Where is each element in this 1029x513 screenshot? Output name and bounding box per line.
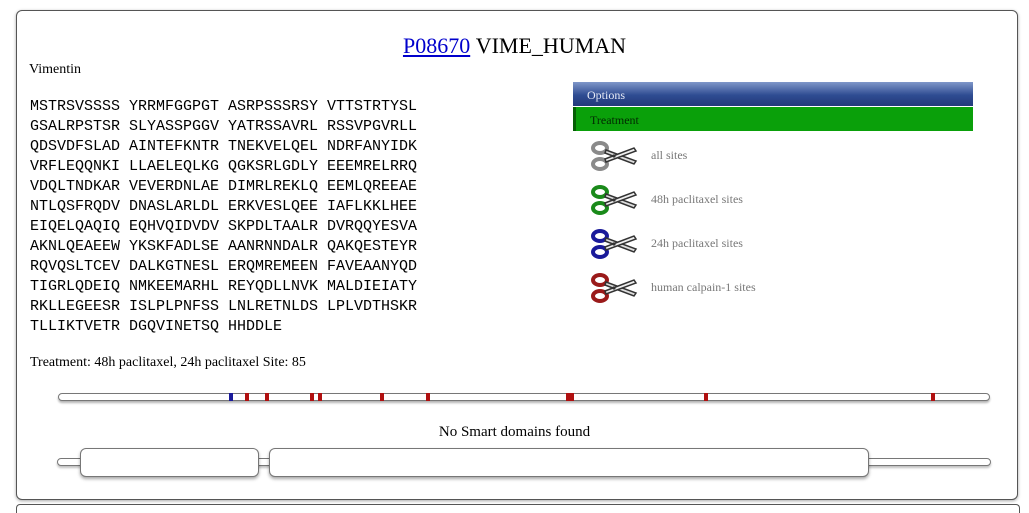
domain-region[interactable] bbox=[269, 448, 869, 477]
24h-paclitaxel-option[interactable]: 24h paclitaxel sites bbox=[590, 227, 910, 261]
cleavage-site-marker[interactable] bbox=[318, 393, 322, 401]
cleavage-site-marker[interactable] bbox=[570, 393, 574, 401]
sequence-line: TLLIKTVETR DGQVINETSQ HHDDLE bbox=[30, 318, 283, 335]
sequence-line: NTLQSFRQDV DNASLARLDL ERKVESLQEE IAFLKKL… bbox=[30, 198, 418, 215]
protein-name: Vimentin bbox=[29, 62, 82, 77]
cleavage-site-marker[interactable] bbox=[931, 393, 935, 401]
48h-paclitaxel-option[interactable]: 48h paclitaxel sites bbox=[590, 183, 910, 217]
smart-domains-message: No Smart domains found bbox=[438, 424, 591, 440]
cleavage-site-marker[interactable] bbox=[310, 393, 314, 401]
next-panel-edge bbox=[16, 504, 1020, 513]
calpain-1-option[interactable]: human calpain-1 sites bbox=[590, 271, 910, 305]
sequence-line: VDQLTNDKAR VEVERDNLAE DIMRLREKLQ EEMLQRE… bbox=[30, 178, 418, 195]
all-sites-label: all sites bbox=[651, 148, 688, 162]
sequence-line: RQVQSLTCEV DALKGTNESL ERQMREMEEN FAVEAAN… bbox=[30, 258, 418, 275]
cleavage-site-marker[interactable] bbox=[704, 393, 708, 401]
sequence-line: EIQELQAQIQ EQHVQIDVDV SKPDLTAALR DVRQQYE… bbox=[30, 218, 418, 235]
cleavage-site-marker[interactable] bbox=[229, 393, 233, 401]
cleavage-site-marker[interactable] bbox=[245, 393, 249, 401]
sequence-line: AKNLQEAEEW YKSKFADLSE AANRNNDALR QAKQEST… bbox=[30, 238, 418, 255]
all-sites-option[interactable]: all sites bbox=[590, 139, 910, 173]
accession-link[interactable]: P08670 bbox=[402, 33, 471, 58]
sequence-line: VRFLEQQNKI LLAELEQLKG QGKSRLGDLY EEEMREL… bbox=[30, 158, 418, 175]
sequence-line: MSTRSVSSSS YRRMFGGPGT ASRPSSSRSY VTTSTRT… bbox=[30, 98, 418, 115]
48h-paclitaxel-label: 48h paclitaxel sites bbox=[651, 192, 743, 206]
protein-sequence: MSTRSVSSSS YRRMFGGPGT ASRPSSSRSY VTTSTRT… bbox=[30, 97, 417, 337]
domain-region[interactable] bbox=[80, 448, 259, 477]
treatment-header[interactable]: Treatment bbox=[573, 107, 973, 131]
sequence-line: GSALRPSTSR SLYASSPGGV YATRSSAVRL RSSVPGV… bbox=[30, 118, 418, 135]
cleavage-site-marker[interactable] bbox=[566, 393, 570, 401]
sequence-line: QDSVDFSLAD AINTEFKNTR TNEKVELQEL NDRFANY… bbox=[30, 138, 418, 155]
treatment-site-info: Treatment: 48h paclitaxel, 24h paclitaxe… bbox=[30, 355, 306, 370]
page-title: P08670 VIME_HUMAN bbox=[0, 33, 1029, 59]
cleavage-site-track bbox=[58, 393, 990, 401]
cleavage-site-marker[interactable] bbox=[380, 393, 384, 401]
cleavage-site-marker[interactable] bbox=[426, 393, 430, 401]
cleavage-site-marker[interactable] bbox=[265, 393, 269, 401]
sequence-line: TIGRLQDEIQ NMKEEMARHL REYQDLLNVK MALDIEI… bbox=[30, 278, 418, 295]
options-header[interactable]: Options bbox=[573, 82, 973, 106]
sequence-line: RKLLEGEESR ISLPLPNFSS LNLRETNLDS LPLVDTH… bbox=[30, 298, 418, 315]
24h-paclitaxel-label: 24h paclitaxel sites bbox=[651, 236, 743, 250]
calpain-1-label: human calpain-1 sites bbox=[651, 280, 756, 294]
entry-name: VIME_HUMAN bbox=[475, 33, 627, 58]
